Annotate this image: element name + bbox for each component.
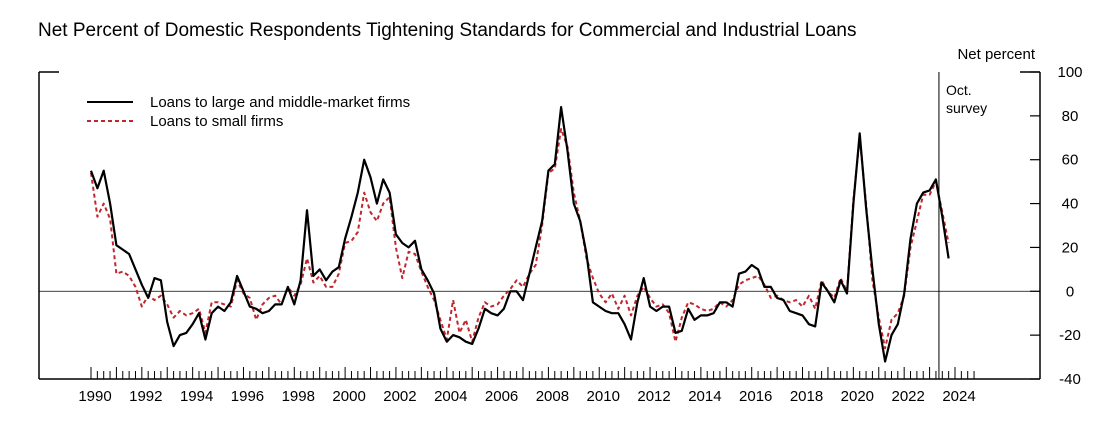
x-tick-label: 1996	[231, 388, 264, 405]
oct-survey-annotation: Oct. survey	[938, 72, 987, 379]
x-tick-label: 2012	[637, 388, 670, 405]
annotation-text-line1: Oct.	[946, 82, 972, 98]
x-tick-label: 2014	[688, 388, 721, 405]
x-tick-label: 2010	[587, 388, 620, 405]
y-tick-label: 60	[1062, 152, 1079, 169]
y-tick-label: 40	[1062, 196, 1079, 213]
x-tick-label: 2000	[332, 388, 365, 405]
y-tick-label: 100	[1057, 64, 1082, 81]
x-tick-label: 1990	[78, 388, 111, 405]
y-tick-label: 0	[1066, 283, 1074, 300]
x-tick-label: 2002	[383, 388, 416, 405]
axis-labels: 100 80 60 40 20 0 -20 -40 Net percent 1990 1992 199…	[78, 46, 1082, 405]
x-tick-label: 2016	[739, 388, 772, 405]
x-tick-label: 1994	[180, 388, 213, 405]
legend-label: Loans to small firms	[150, 113, 283, 130]
x-tick-label: 2006	[485, 388, 518, 405]
axes	[38, 71, 1041, 380]
x-tick-label: 1998	[282, 388, 315, 405]
y-tick-label: 20	[1062, 239, 1079, 256]
x-tick-label: 2004	[434, 388, 467, 405]
x-tick-label: 2018	[790, 388, 823, 405]
y-tick-label: -40	[1059, 371, 1081, 388]
series-line-large-middle-market	[89, 106, 950, 363]
x-tick-label: 2024	[942, 388, 975, 405]
x-tick-label: 1992	[129, 388, 162, 405]
y-axis-label: Net percent	[957, 46, 1035, 63]
series-line-small-firms	[90, 128, 950, 350]
y-tick-label: 80	[1062, 108, 1079, 125]
x-tick-label: 2022	[891, 388, 924, 405]
annotation-text-line2: survey	[946, 100, 987, 116]
series-lines	[89, 106, 950, 363]
legend: Loans to large and middle-market firms Lo…	[87, 94, 410, 130]
chart-title: Net Percent of Domestic Respondents Tigh…	[38, 20, 857, 41]
x-tick-label: 2020	[841, 388, 874, 405]
legend-label: Loans to large and middle-market firms	[150, 94, 410, 111]
x-tick-label: 2008	[536, 388, 569, 405]
y-tick-label: -20	[1059, 327, 1081, 344]
